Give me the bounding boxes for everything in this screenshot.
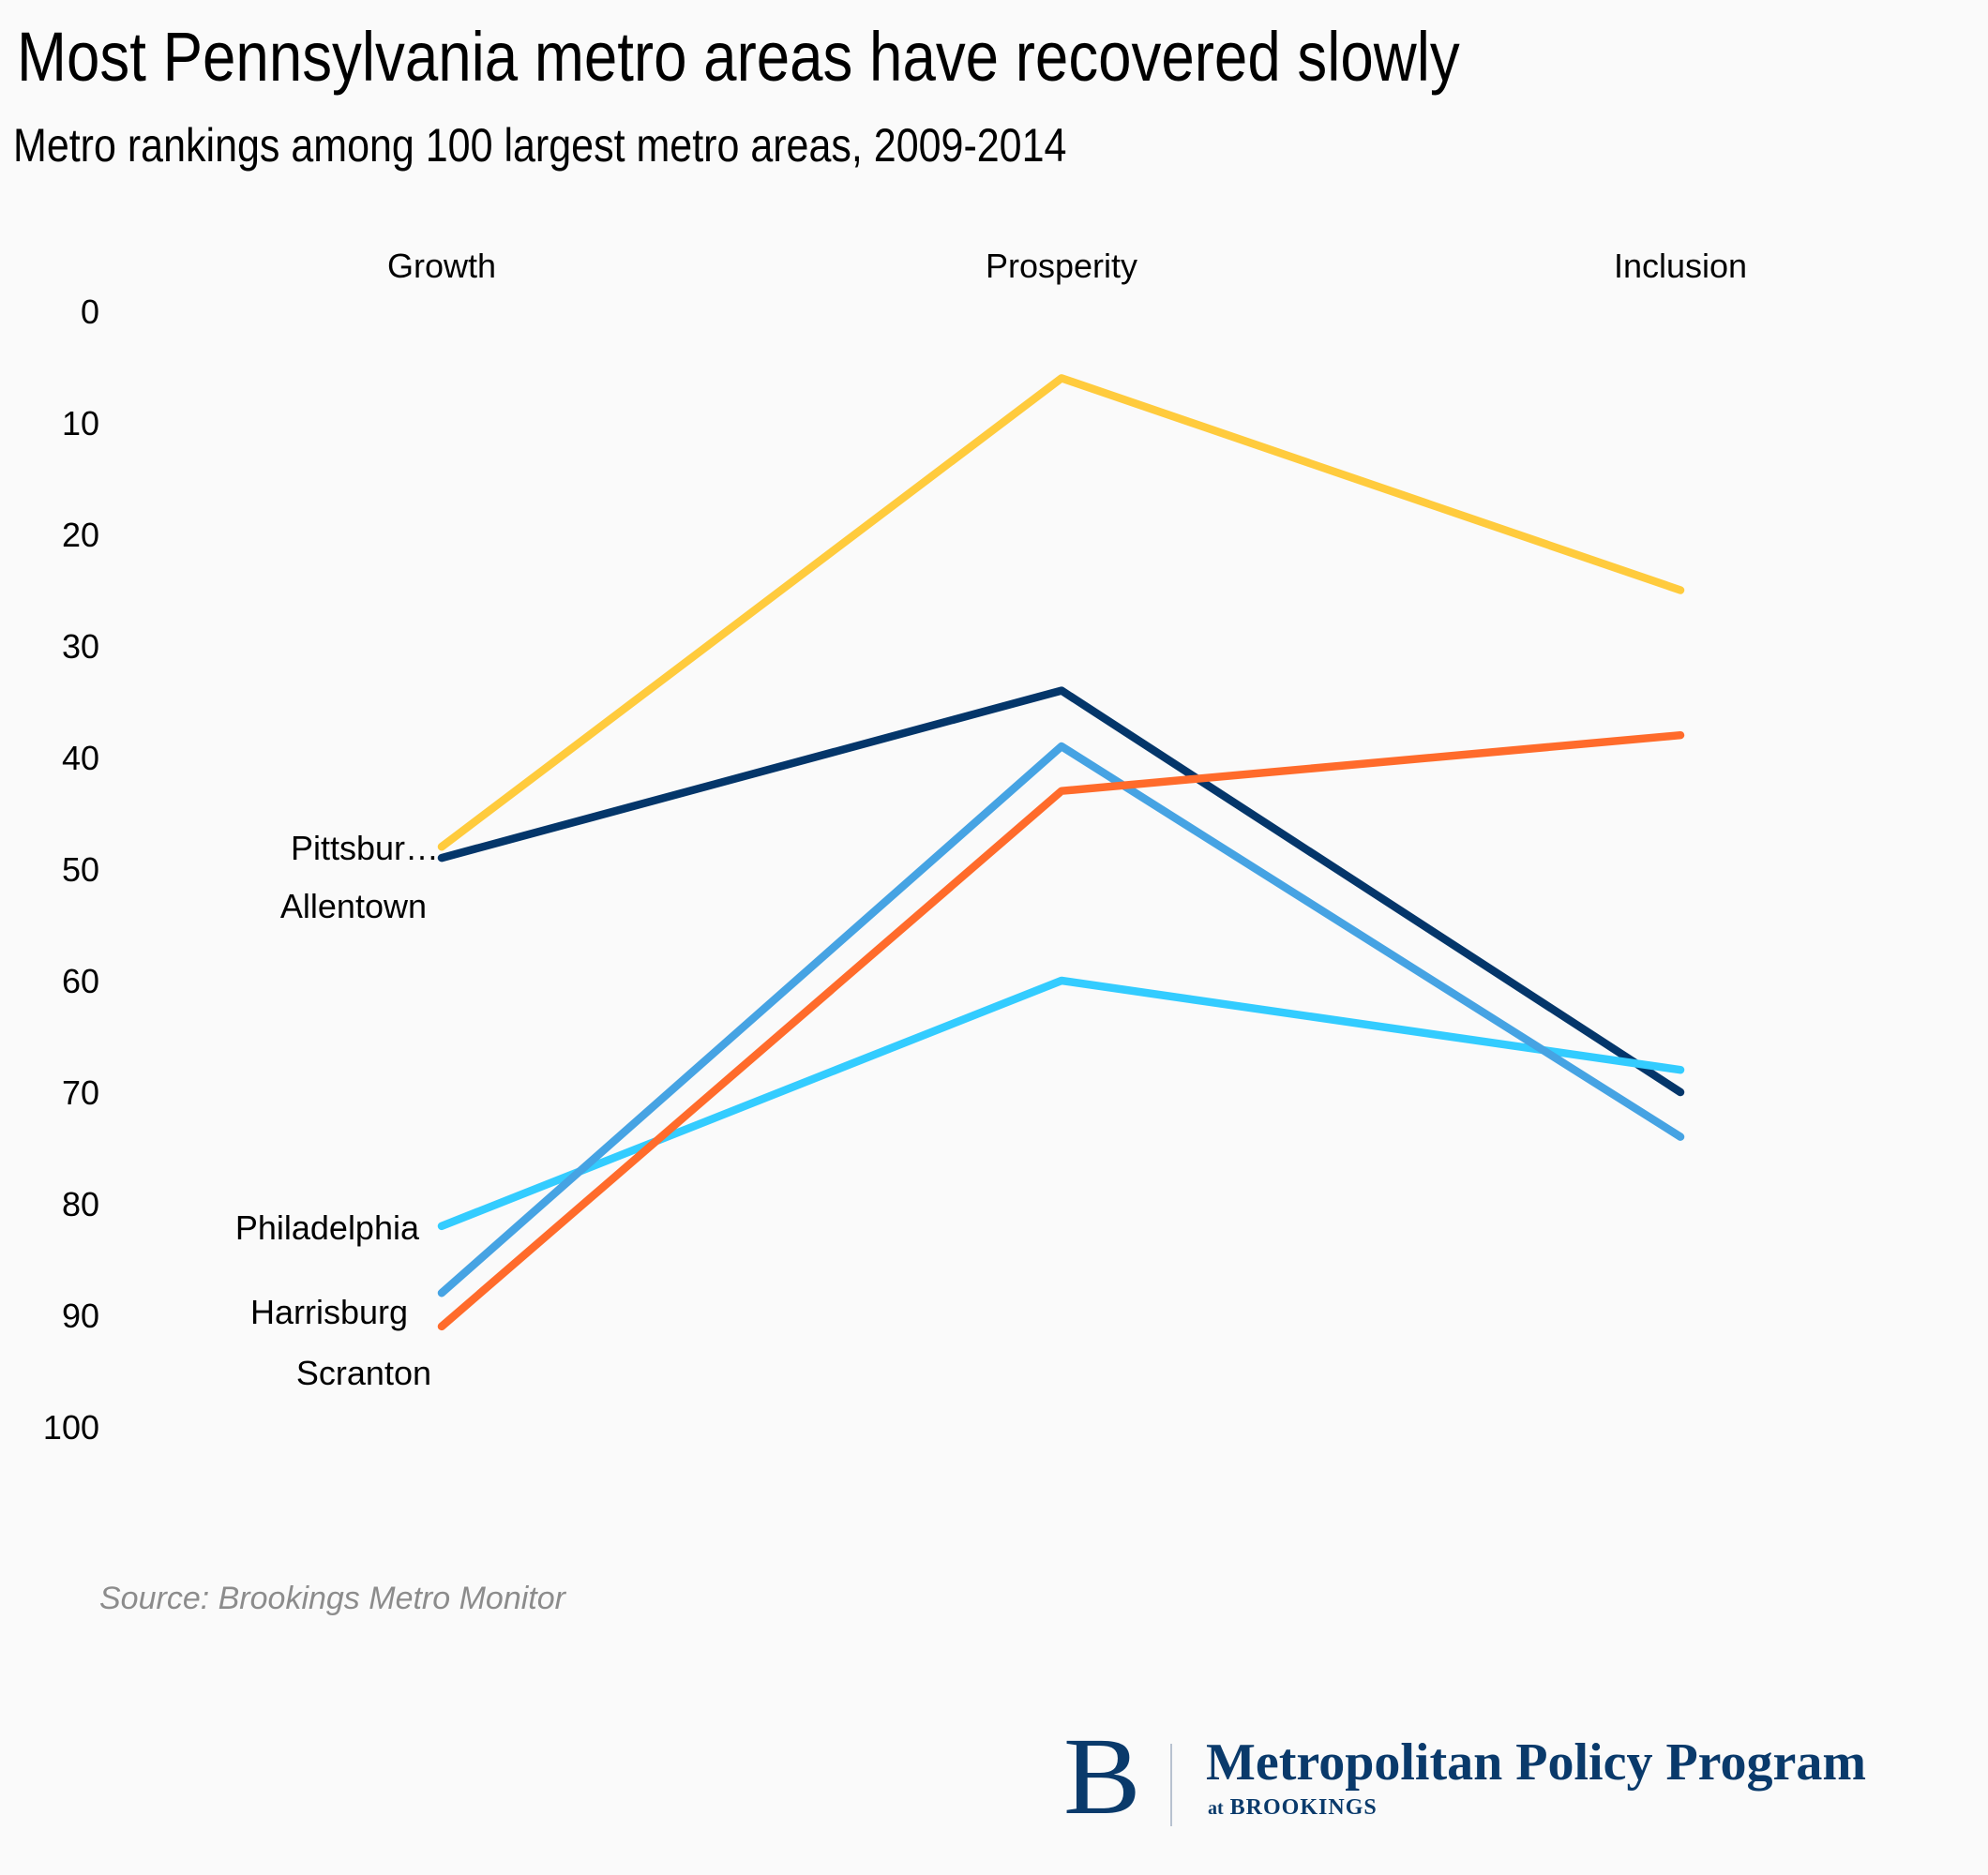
series-line-allentown: [437, 374, 1685, 851]
logo-subtitle: at BROOKINGS: [1208, 1796, 1378, 1819]
y-tick-label: 60: [62, 962, 99, 1000]
y-tick-label: 10: [62, 404, 99, 442]
series-label-philadelphia: Philadelphia: [235, 1208, 420, 1247]
logo-sub-org: BROOKINGS: [1229, 1795, 1378, 1820]
series-line-pittsburgh: [437, 686, 1685, 1097]
series-line-scranton: [437, 730, 1685, 1331]
y-tick-label: 30: [62, 627, 99, 666]
y-tick-label: 20: [62, 516, 99, 554]
slope-chart: Growth Prosperity Inclusion 0 10 20 30 40 50 60 7…: [43, 247, 1747, 1447]
brookings-b-logo-icon: B: [1063, 1715, 1141, 1838]
series-line-harrisburg: [437, 742, 1685, 1298]
chart-subtitle: Metro rankings among 100 largest metro a…: [13, 119, 1067, 172]
y-axis-ticks: 0 10 20 30 40 50 60 70 80 90 100: [43, 292, 99, 1447]
y-tick-label: 0: [81, 292, 99, 331]
y-tick-label: 80: [62, 1185, 99, 1223]
category-label-prosperity: Prosperity: [986, 247, 1137, 285]
category-label-growth: Growth: [387, 247, 496, 285]
series-label-harrisburg: Harrisburg: [250, 1293, 408, 1331]
y-tick-label: 90: [62, 1297, 99, 1335]
y-tick-label: 100: [43, 1408, 99, 1447]
series-labels: Allentown Pittsbur… Philadelphia Harrisburg…: [235, 829, 439, 1392]
y-tick-label: 70: [62, 1073, 99, 1112]
logo-program-name: Metropolitan Policy Program: [1206, 1733, 1866, 1792]
series-lines: [437, 374, 1685, 1331]
brookings-logo: B Metropolitan Policy Program at BROOKIN…: [1060, 1721, 1979, 1838]
logo-divider: [1170, 1744, 1172, 1826]
category-label-inclusion: Inclusion: [1614, 247, 1747, 285]
series-label-allentown: Allentown: [280, 887, 427, 925]
logo-sub-at: at: [1208, 1798, 1224, 1819]
series-label-pittsburgh: Pittsbur…: [291, 829, 439, 867]
series-label-scranton: Scranton: [296, 1354, 431, 1392]
y-tick-label: 50: [62, 850, 99, 889]
source-note: Source: Brookings Metro Monitor: [99, 1581, 565, 1616]
chart-title: Most Pennsylvania metro areas have recov…: [17, 18, 1460, 96]
y-tick-label: 40: [62, 739, 99, 777]
category-labels: Growth Prosperity Inclusion: [387, 247, 1747, 285]
